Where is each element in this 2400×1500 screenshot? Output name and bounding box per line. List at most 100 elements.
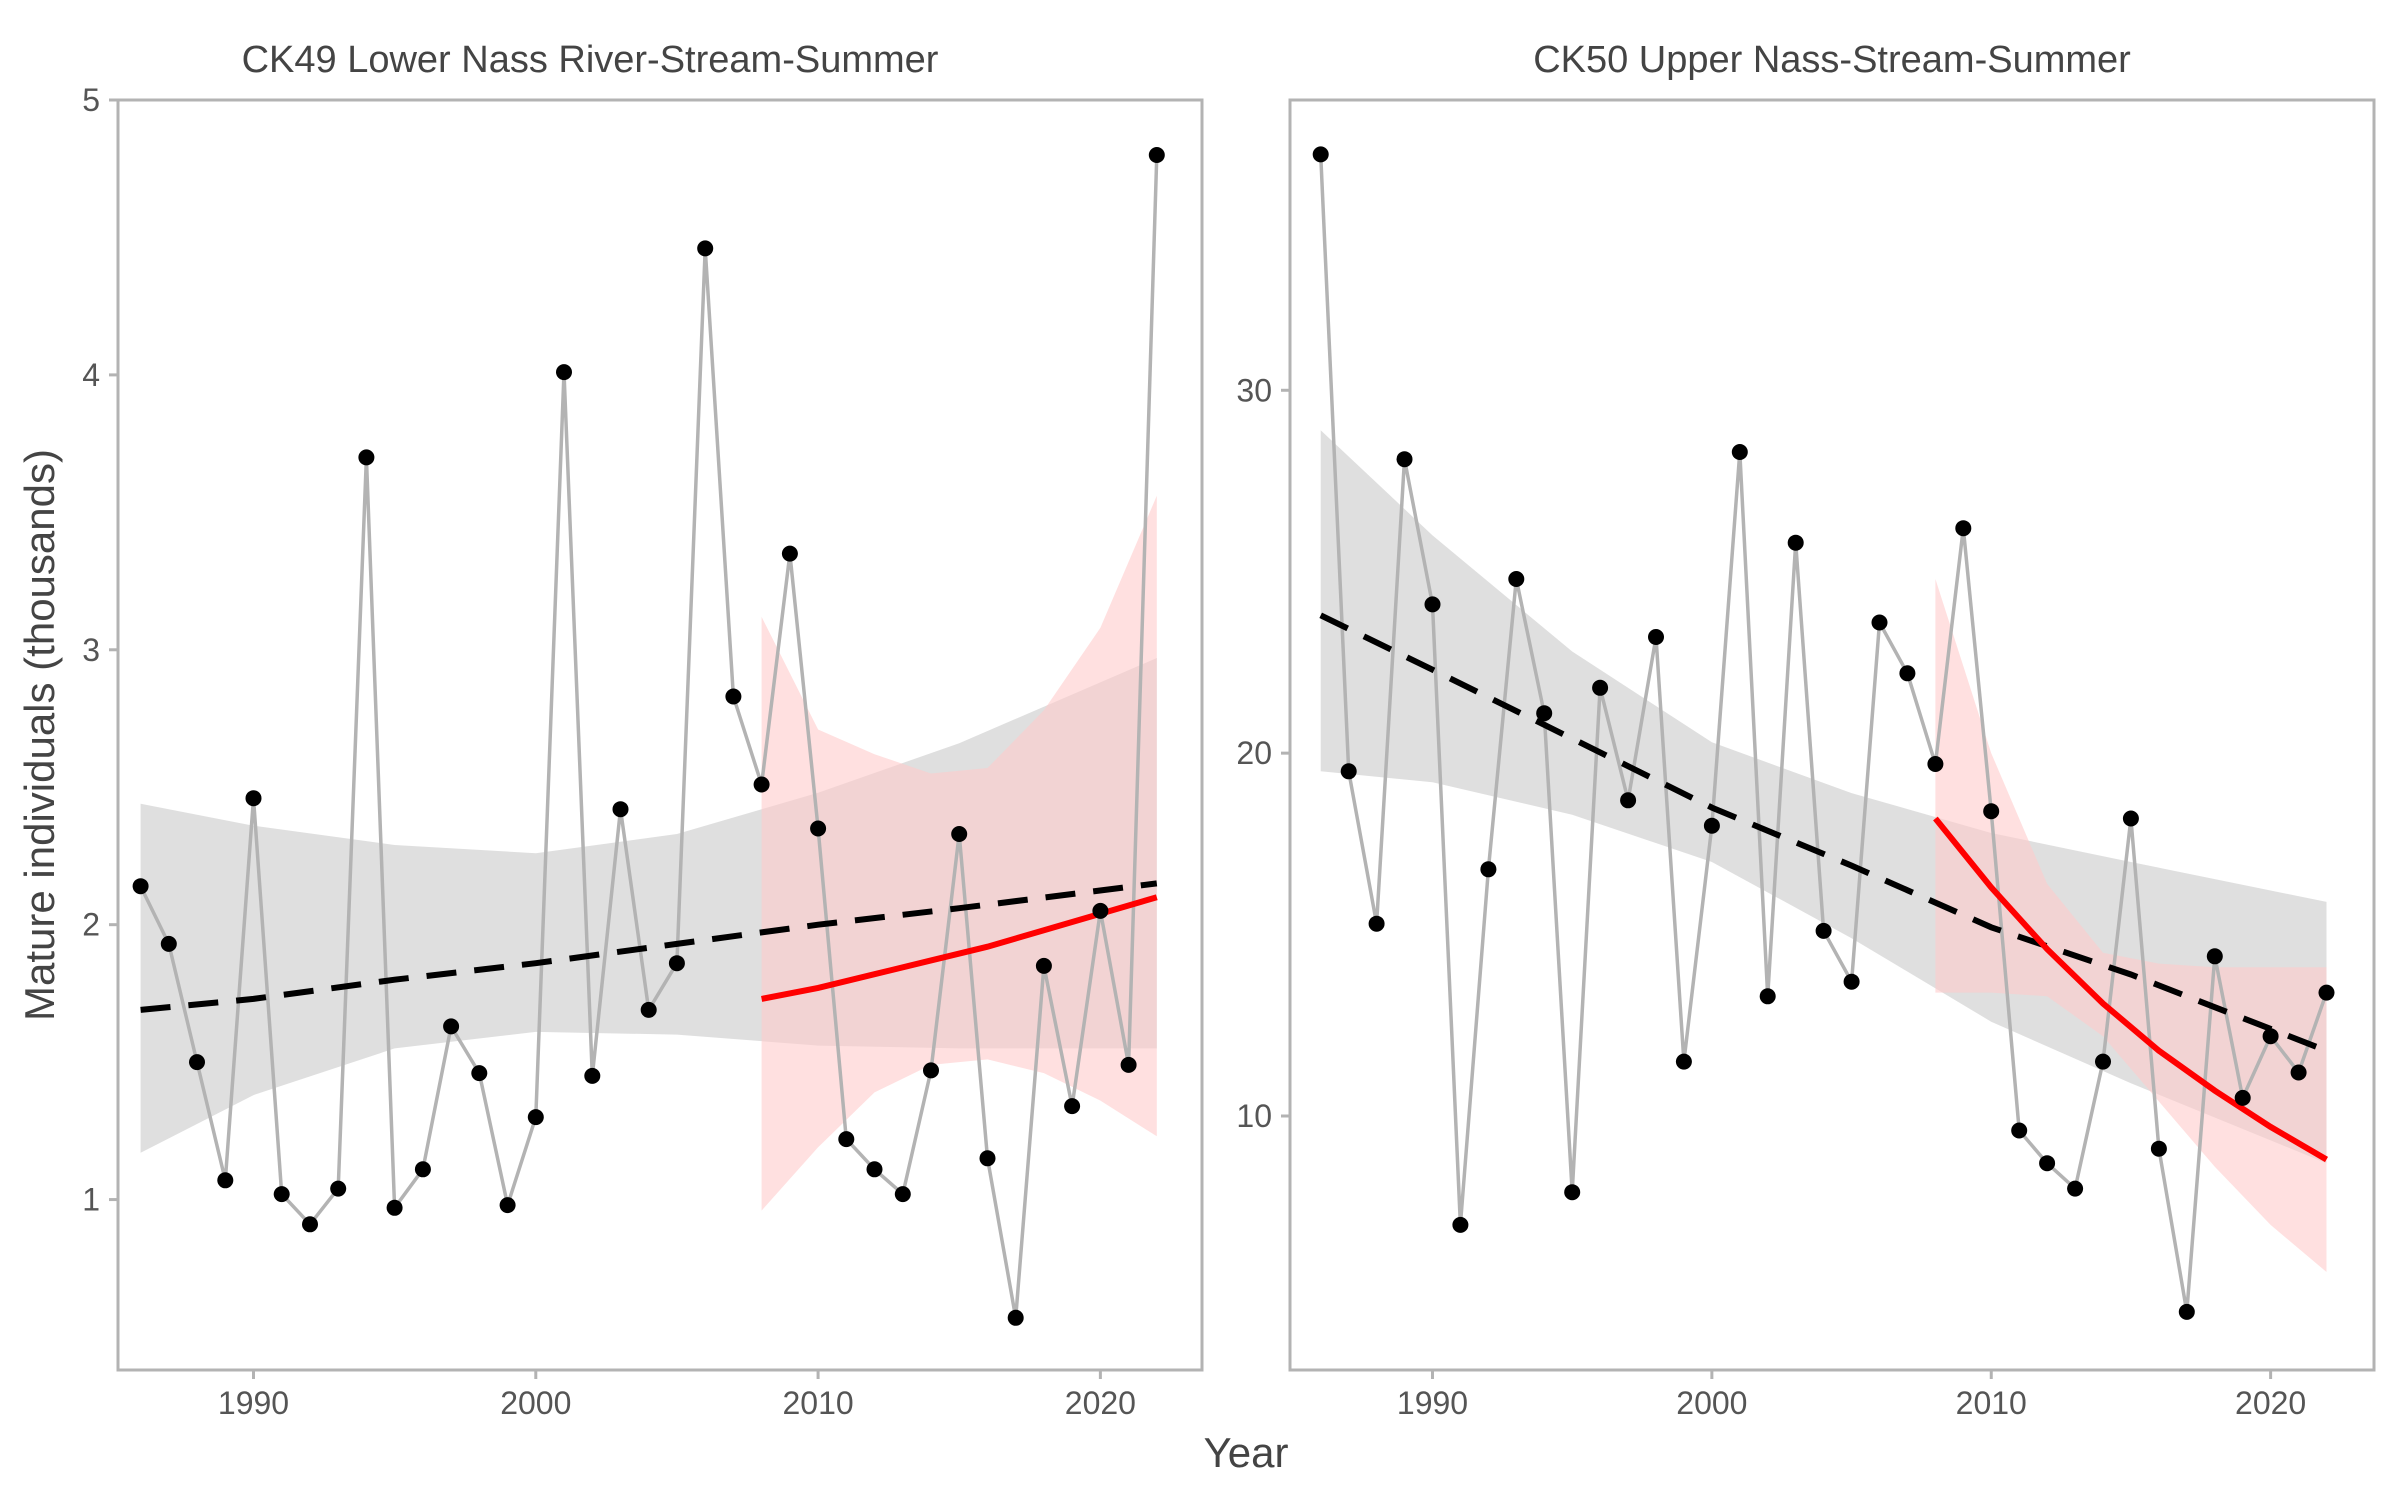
data-point <box>1564 1184 1581 1201</box>
data-point <box>2290 1064 2307 1081</box>
data-point <box>866 1161 883 1178</box>
data-point <box>640 1001 657 1018</box>
data-point <box>1368 915 1385 932</box>
data-point <box>584 1067 601 1084</box>
data-point <box>217 1172 234 1189</box>
data-point <box>2262 1028 2279 1045</box>
data-point <box>1480 861 1497 878</box>
data-point <box>2011 1122 2028 1139</box>
recent-trend-line <box>761 894 1158 1002</box>
data-point <box>1120 1056 1137 1073</box>
x-axis-label: Year <box>1204 1429 1289 1476</box>
y-tick-label: 20 <box>1236 735 1272 771</box>
data-point <box>838 1131 855 1148</box>
data-point <box>302 1216 318 1233</box>
data-point <box>1312 146 1329 163</box>
data-point <box>1927 756 1944 772</box>
y-tick-label: 10 <box>1236 1098 1272 1134</box>
data-point <box>612 801 629 818</box>
data-point <box>2206 948 2223 965</box>
data-point <box>725 688 742 705</box>
recent-trend-line <box>1933 816 2329 1163</box>
data-point <box>697 240 714 257</box>
y-tick-label: 5 <box>82 82 100 118</box>
data-point <box>2318 984 2335 1001</box>
data-point <box>2178 1303 2195 1320</box>
data-point <box>1787 534 1804 551</box>
x-tick-label: 2020 <box>2235 1385 2306 1421</box>
x-tick-label: 2010 <box>1956 1385 2027 1421</box>
data-point <box>2095 1053 2111 1070</box>
data-point <box>471 1065 488 1082</box>
data-point <box>358 449 375 466</box>
data-point <box>951 826 968 842</box>
panel-frame <box>1288 98 2376 1372</box>
data-point <box>1955 520 1972 537</box>
data-point <box>2039 1155 2056 1172</box>
y-tick-label: 30 <box>1236 372 1272 408</box>
x-tick-label: 2000 <box>1676 1385 1747 1421</box>
data-point <box>1648 629 1664 645</box>
x-tick-label: 1990 <box>218 1385 289 1421</box>
panel-ck50: CK50 Upper Nass-Stream-Summer 1990 2000 20… <box>1236 39 2376 1421</box>
data-point <box>1871 614 1888 631</box>
data-point <box>1703 817 1720 834</box>
data-point <box>781 545 798 562</box>
x-tick-label: 2010 <box>782 1385 853 1421</box>
data-point <box>1983 803 2000 820</box>
data-point <box>1452 1216 1469 1233</box>
x-tick-label: 2000 <box>500 1385 571 1421</box>
plot-content: 1990 2000 2010 2020 10 20 30 <box>1236 146 2335 1421</box>
data-point <box>1536 705 1553 722</box>
panel-frame <box>116 98 1204 1372</box>
data-point <box>527 1109 544 1126</box>
data-point <box>556 364 572 381</box>
data-point <box>386 1199 403 1216</box>
data-point <box>1396 451 1413 468</box>
panel-ck49: CK49 Lower Nass River-Stream-Summer 1990… <box>82 39 1204 1421</box>
y-tick-label: 3 <box>82 632 100 668</box>
long-term-trend-line <box>1319 612 2328 1054</box>
data-point <box>1843 973 1860 990</box>
data-point <box>2150 1140 2167 1157</box>
data-point <box>443 1018 460 1035</box>
data-point <box>414 1161 431 1178</box>
data-point <box>1007 1309 1024 1326</box>
data-point <box>1035 957 1052 974</box>
y-tick-label: 4 <box>82 357 100 393</box>
data-point <box>1899 665 1916 682</box>
data-point <box>330 1180 347 1197</box>
data-point <box>1092 902 1109 919</box>
data-point <box>810 820 827 837</box>
data-point <box>1148 147 1165 163</box>
data-point <box>273 1186 290 1203</box>
data-point <box>668 955 685 972</box>
data-point <box>1064 1098 1081 1115</box>
x-tick-label: 1990 <box>1397 1385 1468 1421</box>
data-point <box>2234 1089 2251 1106</box>
data-point <box>979 1150 996 1167</box>
data-point <box>1620 792 1637 809</box>
data-point <box>132 878 149 895</box>
data-point <box>2067 1180 2084 1197</box>
data-point <box>1340 763 1357 780</box>
data-point <box>923 1062 939 1079</box>
data-point <box>189 1054 205 1071</box>
y-tick-label: 2 <box>82 907 100 943</box>
data-point <box>1592 679 1609 696</box>
y-axis-label: Mature individuals (thousands) <box>16 449 63 1021</box>
data-point <box>1424 596 1441 613</box>
data-point <box>499 1197 516 1214</box>
plot-content: 1990 2000 2010 2020 1 2 3 4 5 <box>82 82 1165 1421</box>
data-point <box>1815 922 1832 939</box>
data-point <box>2122 810 2139 827</box>
data-point <box>753 776 770 793</box>
data-point <box>160 935 177 952</box>
data-point <box>1508 571 1525 587</box>
x-tick-label: 2020 <box>1065 1385 1136 1421</box>
data-point <box>1759 988 1776 1005</box>
panel-title: CK50 Upper Nass-Stream-Summer <box>1533 39 2131 81</box>
data-point <box>1731 444 1748 460</box>
y-tick-label: 1 <box>82 1182 100 1218</box>
